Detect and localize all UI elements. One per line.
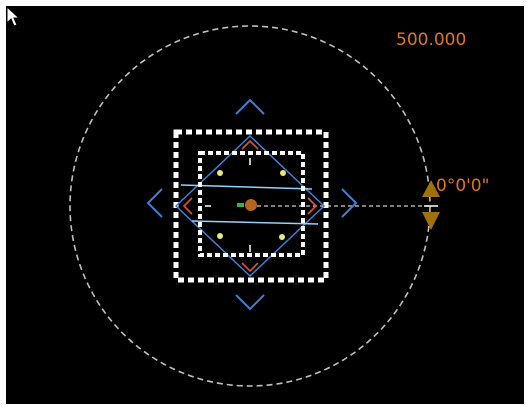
- rotate-up-handle[interactable]: [422, 180, 440, 197]
- distance-readout: 500.000: [396, 30, 467, 50]
- guide-line-bottom: [191, 220, 319, 225]
- corner-dot-tl[interactable]: [217, 170, 223, 176]
- move-handle-right[interactable]: [341, 188, 358, 218]
- red-arrow-right[interactable]: [307, 197, 318, 215]
- red-arrow-top[interactable]: [241, 139, 259, 150]
- pivot-pin[interactable]: [237, 203, 244, 207]
- rotate-down-handle[interactable]: [422, 212, 440, 230]
- transform-gizmo: [69, 25, 440, 387]
- red-arrow-left[interactable]: [182, 197, 193, 215]
- inner-scale-frame[interactable]: [198, 151, 305, 257]
- move-handle-down[interactable]: [235, 294, 265, 311]
- move-handle-up[interactable]: [235, 98, 265, 115]
- angle-readout: 0°0'0": [436, 176, 490, 196]
- pivot-center[interactable]: [245, 199, 257, 211]
- corner-dot-bl[interactable]: [217, 233, 223, 239]
- arrow-pointer-icon: [6, 6, 20, 27]
- red-arrow-bottom[interactable]: [241, 262, 259, 273]
- guide-line-top: [180, 184, 313, 190]
- viewport-canvas[interactable]: 500.000 0°0'0": [6, 6, 524, 404]
- corner-dot-tr[interactable]: [280, 170, 286, 176]
- move-handle-left[interactable]: [146, 188, 163, 218]
- corner-dot-br[interactable]: [279, 234, 285, 240]
